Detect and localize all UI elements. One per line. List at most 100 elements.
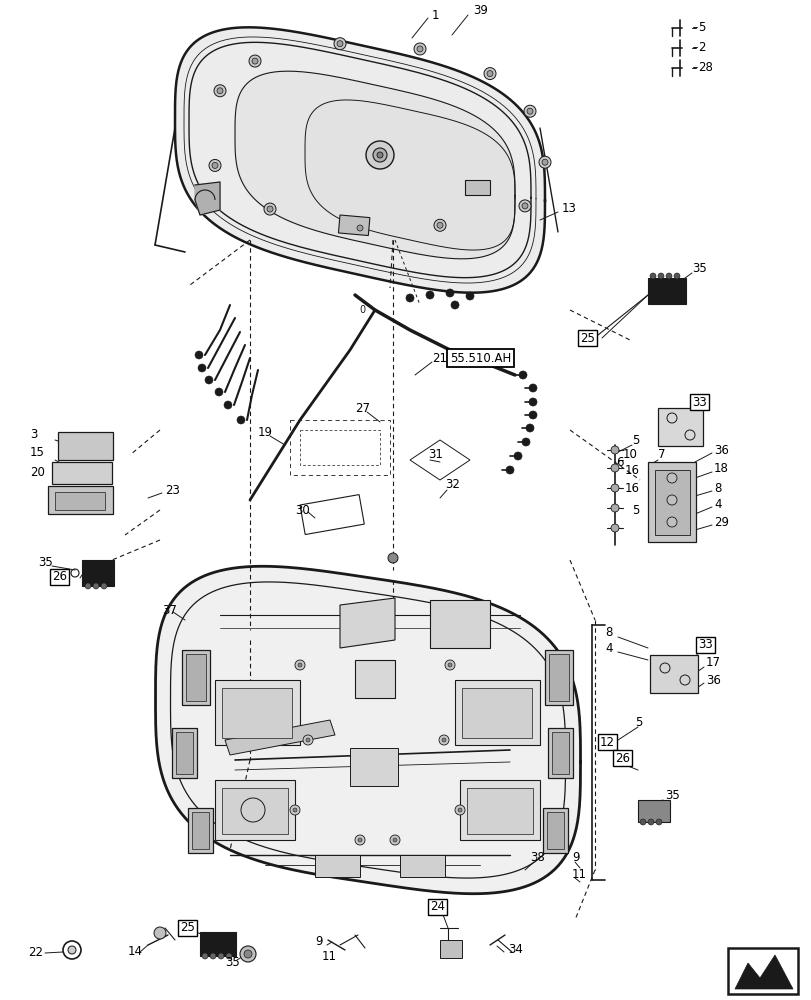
- Bar: [55, 492, 105, 510]
- Bar: [649, 655, 697, 693]
- Circle shape: [523, 105, 535, 117]
- Circle shape: [154, 927, 165, 939]
- Bar: [182, 650, 210, 705]
- Circle shape: [243, 950, 251, 958]
- Text: 24: 24: [430, 900, 444, 913]
- Circle shape: [521, 203, 527, 209]
- Polygon shape: [195, 182, 220, 215]
- Bar: [215, 780, 294, 840]
- Text: 25: 25: [579, 332, 594, 344]
- Text: 2: 2: [697, 41, 705, 54]
- Circle shape: [457, 808, 461, 812]
- Text: 23: 23: [165, 484, 180, 496]
- Bar: [176, 732, 193, 774]
- Circle shape: [376, 152, 383, 158]
- Text: 12: 12: [599, 736, 614, 748]
- Text: 11: 11: [571, 868, 586, 881]
- Circle shape: [450, 301, 458, 309]
- Circle shape: [290, 805, 299, 815]
- Bar: [172, 728, 197, 778]
- Circle shape: [655, 819, 661, 825]
- Circle shape: [217, 953, 224, 959]
- Circle shape: [357, 225, 363, 231]
- Polygon shape: [225, 720, 335, 755]
- Circle shape: [466, 292, 474, 300]
- Bar: [215, 680, 299, 745]
- Text: 27: 27: [354, 401, 370, 414]
- Bar: [191, 812, 208, 849]
- Circle shape: [215, 388, 223, 396]
- Text: 39: 39: [473, 4, 487, 17]
- Circle shape: [358, 838, 362, 842]
- Circle shape: [657, 273, 663, 279]
- Circle shape: [414, 43, 426, 55]
- Text: 36: 36: [705, 674, 720, 686]
- Circle shape: [610, 464, 618, 472]
- Circle shape: [388, 553, 397, 563]
- Text: 36: 36: [713, 444, 728, 456]
- Circle shape: [68, 946, 76, 954]
- Circle shape: [366, 141, 393, 169]
- Text: 35: 35: [38, 556, 53, 570]
- Circle shape: [436, 222, 443, 228]
- Circle shape: [528, 384, 536, 392]
- Bar: [657, 408, 702, 446]
- Text: 30: 30: [294, 504, 309, 516]
- Circle shape: [526, 424, 534, 432]
- Bar: [400, 855, 444, 877]
- Text: 8: 8: [604, 626, 611, 640]
- Circle shape: [101, 583, 107, 589]
- Text: 16: 16: [624, 482, 639, 494]
- Circle shape: [372, 148, 387, 162]
- Circle shape: [267, 206, 272, 212]
- Bar: [354, 660, 394, 698]
- Text: 13: 13: [561, 202, 576, 215]
- Circle shape: [610, 484, 618, 492]
- Bar: [548, 654, 569, 701]
- Bar: [465, 180, 489, 195]
- Text: 34: 34: [508, 943, 522, 956]
- Bar: [221, 688, 292, 738]
- Bar: [315, 855, 359, 877]
- Polygon shape: [430, 600, 489, 648]
- Circle shape: [202, 953, 208, 959]
- Circle shape: [483, 68, 496, 80]
- Text: 1: 1: [431, 9, 439, 22]
- Circle shape: [444, 660, 454, 670]
- Text: 6: 6: [616, 456, 623, 470]
- Circle shape: [210, 953, 216, 959]
- Circle shape: [294, 660, 305, 670]
- Text: 25: 25: [180, 921, 195, 934]
- Bar: [48, 486, 113, 514]
- Circle shape: [198, 364, 206, 372]
- Circle shape: [204, 376, 212, 384]
- Bar: [454, 680, 539, 745]
- Text: 35: 35: [225, 956, 239, 969]
- Text: 0: 0: [358, 305, 365, 315]
- Text: 9: 9: [571, 851, 579, 864]
- Circle shape: [417, 46, 423, 52]
- Circle shape: [93, 583, 99, 589]
- Polygon shape: [234, 71, 514, 259]
- Circle shape: [445, 289, 453, 297]
- Circle shape: [354, 222, 366, 234]
- Circle shape: [208, 159, 221, 171]
- Bar: [466, 788, 532, 834]
- Circle shape: [406, 294, 414, 302]
- Text: 5: 5: [631, 504, 638, 516]
- Circle shape: [433, 219, 445, 231]
- Circle shape: [225, 953, 232, 959]
- Circle shape: [518, 200, 530, 212]
- Polygon shape: [340, 598, 394, 648]
- Circle shape: [333, 38, 345, 50]
- Circle shape: [528, 398, 536, 406]
- Text: 28: 28: [697, 61, 712, 74]
- Polygon shape: [156, 566, 580, 894]
- Circle shape: [487, 71, 492, 77]
- Circle shape: [649, 273, 655, 279]
- Text: 4: 4: [604, 642, 611, 654]
- Bar: [647, 278, 685, 304]
- Bar: [188, 808, 212, 853]
- Bar: [544, 650, 573, 705]
- Bar: [654, 470, 689, 535]
